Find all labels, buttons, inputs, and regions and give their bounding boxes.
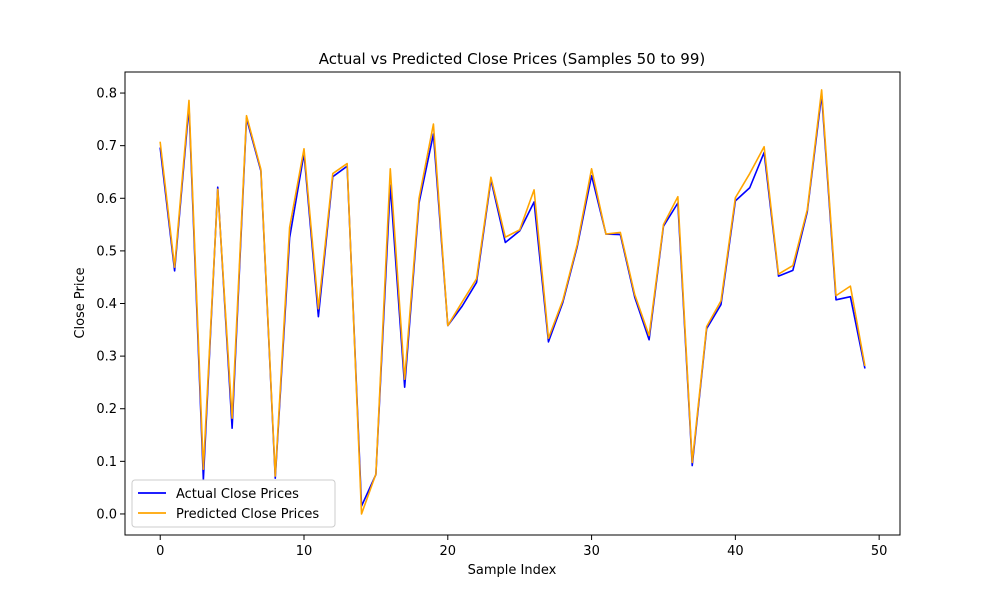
y-tick-label: 0.0 <box>96 507 117 522</box>
y-axis: 0.0 0.1 0.2 0.3 0.4 0.5 0.6 0.7 0.8 <box>96 87 125 522</box>
x-tick-label: 0 <box>156 544 164 559</box>
y-tick-label: 0.2 <box>96 402 117 417</box>
y-tick-label: 0.6 <box>96 192 117 207</box>
y-tick-label: 0.3 <box>96 350 117 365</box>
x-tick-label: 40 <box>727 544 744 559</box>
legend-label-predicted: Predicted Close Prices <box>176 507 319 522</box>
y-tick-label: 0.8 <box>96 87 117 102</box>
plot-area <box>159 89 866 515</box>
legend: Actual Close Prices Predicted Close Pric… <box>131 479 336 528</box>
x-tick-label: 30 <box>583 544 600 559</box>
x-axis: 0 10 20 30 40 50 <box>156 535 887 559</box>
legend-box <box>131 479 336 528</box>
y-tick-label: 0.7 <box>96 139 117 154</box>
legend-label-actual: Actual Close Prices <box>176 487 299 502</box>
x-tick-label: 50 <box>871 544 888 559</box>
x-tick-label: 20 <box>440 544 457 559</box>
y-tick-label: 0.4 <box>96 297 117 312</box>
y-axis-title: Close Price <box>73 267 88 338</box>
series-line-predicted <box>159 89 866 515</box>
y-tick-label: 0.1 <box>96 455 117 470</box>
y-tick-label: 0.5 <box>96 244 117 259</box>
chart-title: Actual vs Predicted Close Prices (Sample… <box>319 50 706 68</box>
x-axis-title: Sample Index <box>468 563 557 578</box>
x-tick-label: 10 <box>296 544 313 559</box>
